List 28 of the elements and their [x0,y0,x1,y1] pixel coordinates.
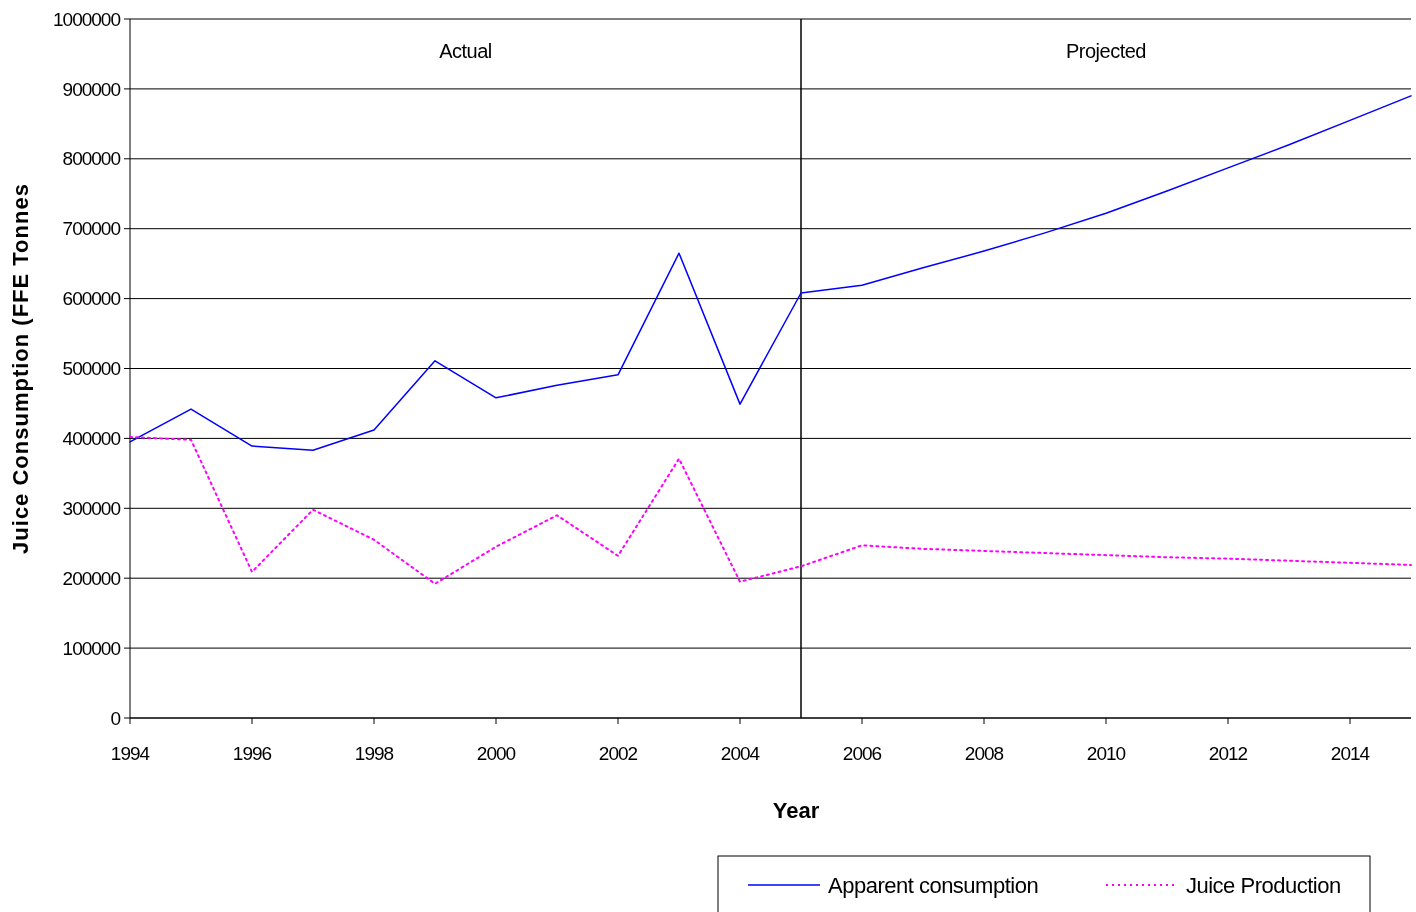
y-tick-label: 600000 [62,288,121,310]
x-tick-label: 2008 [964,743,1004,764]
x-tick-label: 1998 [354,743,394,764]
y-axis-title: Juice Consumption (FFE Tonnes [8,183,33,554]
x-tick-label: 2002 [598,743,638,764]
y-tick-label: 900000 [62,78,121,100]
y-tick-label: 0 [110,707,121,729]
x-tick-label: 2004 [720,743,761,764]
annotation: Projected [1066,40,1146,62]
y-tick-label: 200000 [62,567,121,589]
y-tick-label: 100000 [62,637,121,659]
y-tick-label: 500000 [62,358,121,380]
x-axis-title: Year [772,798,820,823]
y-tick-label: 300000 [62,497,121,519]
legend-label: Apparent consumption [828,872,1039,898]
x-tick-label: 2012 [1208,743,1248,764]
annotation: Actual [439,40,492,62]
y-tick-label: 800000 [62,148,121,170]
x-tick-label: 1994 [110,743,151,764]
x-tick-label: 2000 [476,743,516,764]
x-tick-label: 2010 [1086,743,1126,764]
y-tick-label: 700000 [62,218,121,240]
x-tick-label: 1996 [232,743,272,764]
y-tick-label: 1000000 [53,8,121,30]
legend-label: Juice Production [1186,872,1341,898]
x-tick-label: 2014 [1330,743,1371,764]
y-tick-label: 400000 [62,428,121,450]
x-tick-label: 2006 [842,743,882,764]
